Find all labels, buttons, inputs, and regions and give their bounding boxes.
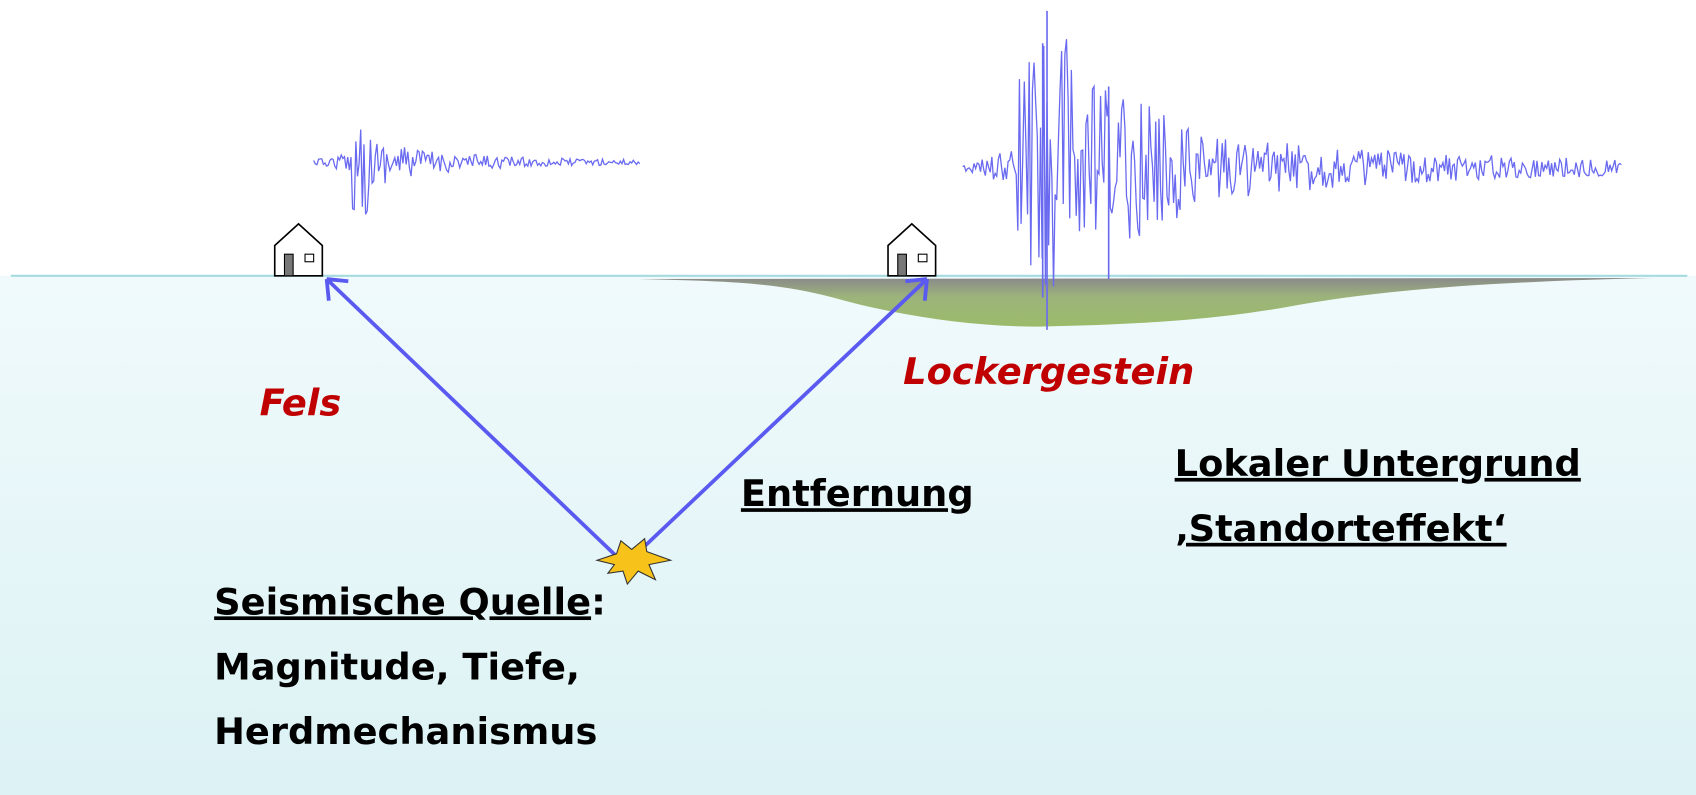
soil-label: Lockergestein — [903, 350, 1194, 393]
ray-paths — [324, 277, 929, 566]
ground — [0, 275, 1696, 795]
site-line1: Lokaler Untergrund — [1175, 442, 1581, 485]
source-line3: Herdmechanismus — [214, 710, 597, 753]
source-colon: : — [591, 580, 606, 623]
site-line2: ‚Standorteffekt‘ — [1175, 507, 1507, 550]
house — [887, 222, 937, 277]
seismogram-peaks — [1041, 10, 1110, 330]
seismograms — [313, 10, 1622, 330]
distance-label: Entfernung — [741, 472, 974, 515]
seismogram — [313, 129, 641, 215]
house — [273, 222, 324, 277]
source-title: Seismische Quelle: — [214, 580, 606, 623]
source-title-text: Seismische Quelle — [214, 580, 591, 623]
soft-sediment — [638, 277, 1655, 327]
source-line2: Magnitude, Tiefe, — [214, 645, 580, 688]
source-star — [595, 537, 673, 586]
rock-label: Fels — [260, 381, 342, 424]
houses — [273, 222, 937, 277]
seismogram — [962, 39, 1622, 287]
